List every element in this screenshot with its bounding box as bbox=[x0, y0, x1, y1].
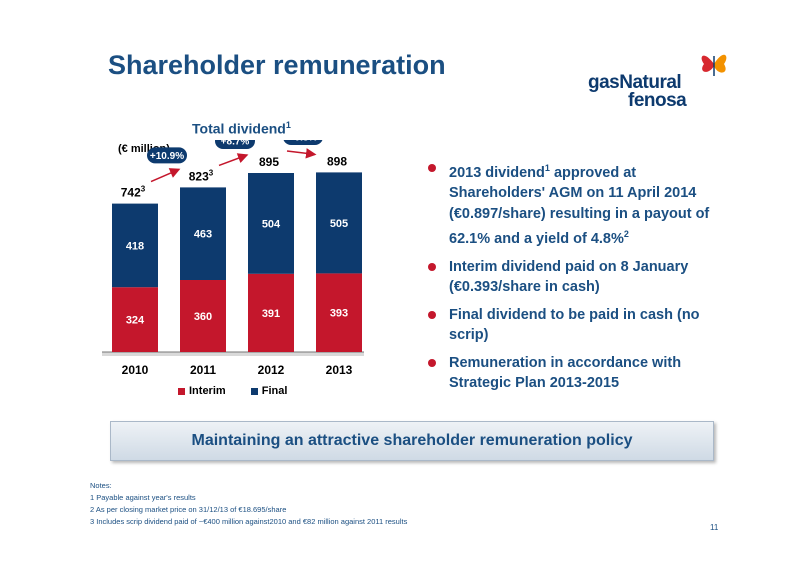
total-label-2011: 8233 bbox=[189, 168, 214, 183]
growth-pill-3 bbox=[283, 140, 323, 145]
bar-final-2012 bbox=[248, 173, 294, 274]
x-tick-label-2012: 2012 bbox=[258, 363, 285, 377]
bar-interim-2013 bbox=[316, 273, 362, 352]
growth-label-2: +8.7% bbox=[221, 140, 250, 148]
x-tick-label-2013: 2013 bbox=[326, 363, 353, 377]
chart-legend: Interim Final bbox=[178, 385, 309, 398]
butterfly-logo-icon bbox=[701, 54, 727, 76]
footnote-3: 3 Includes scrip dividend paid of ~€400 … bbox=[90, 517, 408, 526]
bullet-item: 2013 dividend1 approved at Shareholders'… bbox=[426, 158, 716, 250]
bar-final-2010 bbox=[112, 203, 158, 288]
legend-label-interim: Interim bbox=[189, 385, 226, 397]
data-label-interim-2011: 360 bbox=[194, 311, 212, 323]
footnote-2: 2 As per closing market price on 31/12/1… bbox=[90, 505, 287, 514]
bullet-dot-icon bbox=[428, 358, 436, 367]
key-points-list: 2013 dividend1 approved at Shareholders'… bbox=[426, 158, 716, 401]
growth-pill-2 bbox=[215, 140, 255, 149]
slide-title: Shareholder remuneration bbox=[108, 50, 446, 80]
x-axis-baseline bbox=[102, 352, 364, 356]
key-message-banner: Maintaining an attractive shareholder re… bbox=[110, 421, 714, 461]
bullet-item: Remuneration in accordance with Strategi… bbox=[426, 353, 716, 394]
bullet-item: Final dividend to be paid in cash (no sc… bbox=[426, 305, 716, 346]
bar-final-2011 bbox=[180, 187, 226, 280]
x-tick-label-2011: 2011 bbox=[190, 363, 216, 377]
bullet-item: Interim dividend paid on 8 January (€0.3… bbox=[426, 257, 716, 298]
footnote-1: 1 Payable against year's results bbox=[90, 493, 196, 502]
data-label-interim-2010: 324 bbox=[126, 315, 145, 327]
bullet-dot-icon bbox=[428, 164, 436, 172]
logo-text-line1: gasNatural bbox=[588, 72, 682, 93]
bar-interim-2010 bbox=[112, 287, 158, 352]
dividend-bar-chart: 324 418 7423 2010 360 463 8233 2011 391 504 895 201… bbox=[102, 140, 364, 377]
legend-item-final: Final bbox=[250, 385, 288, 397]
bullet-dot-icon bbox=[428, 310, 436, 319]
bar-interim-2012 bbox=[248, 273, 294, 352]
footnotes: Notes: 1 Payable against year's results … bbox=[90, 480, 407, 528]
gas-natural-fenosa-logo: gasNatural fenosa bbox=[588, 46, 738, 116]
growth-arrow-2 bbox=[218, 153, 249, 167]
bullet-dot-icon bbox=[428, 262, 436, 271]
data-label-final-2013: 505 bbox=[330, 218, 348, 230]
growth-label-3: +0.3% bbox=[289, 140, 318, 144]
legend-swatch-final bbox=[250, 387, 258, 395]
x-tick-label-2010: 2010 bbox=[122, 363, 149, 377]
total-label-2013: 898 bbox=[327, 154, 347, 168]
data-label-interim-2013: 393 bbox=[330, 308, 348, 320]
growth-pill-1 bbox=[147, 147, 187, 164]
chart-title: Total dividend1 bbox=[192, 120, 291, 137]
data-label-interim-2012: 391 bbox=[262, 308, 280, 320]
growth-arrow-1 bbox=[150, 168, 181, 183]
growth-label-1: +10.9% bbox=[150, 151, 184, 162]
total-label-2010: 7423 bbox=[121, 185, 146, 200]
legend-label-final: Final bbox=[261, 385, 288, 397]
logo-text-line2: fenosa bbox=[628, 90, 687, 111]
data-label-final-2011: 463 bbox=[194, 229, 212, 241]
total-label-2012: 895 bbox=[259, 155, 279, 169]
page-number: 11 bbox=[710, 523, 719, 532]
legend-item-interim: Interim bbox=[178, 385, 226, 397]
legend-swatch-interim bbox=[178, 387, 185, 395]
data-label-final-2012: 504 bbox=[262, 218, 281, 230]
bar-final-2013 bbox=[316, 172, 362, 274]
data-label-final-2010: 418 bbox=[126, 240, 144, 252]
footnote-heading: Notes: bbox=[90, 481, 112, 490]
growth-arrow-3 bbox=[286, 148, 317, 159]
bar-interim-2011 bbox=[180, 280, 226, 352]
